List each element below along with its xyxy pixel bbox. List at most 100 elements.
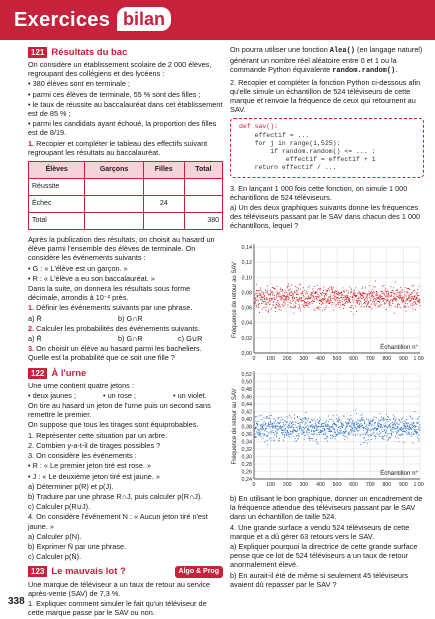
- data-point: [388, 294, 390, 296]
- sub-question: c) Calculer p(R∪J).: [28, 502, 91, 512]
- data-point: [414, 295, 416, 297]
- data-point: [327, 430, 329, 433]
- data-point: [307, 305, 309, 307]
- data-point: [348, 431, 350, 433]
- data-point: [320, 431, 322, 434]
- data-point: [389, 295, 391, 297]
- data-point: [261, 308, 264, 310]
- data-point: [391, 427, 393, 429]
- data-point: [305, 418, 308, 420]
- data-point: [405, 426, 407, 428]
- data-point: [357, 425, 359, 427]
- data-point: [384, 303, 386, 305]
- data-point: [352, 301, 354, 303]
- data-point: [329, 437, 331, 440]
- data-point: [390, 305, 392, 307]
- data-point: [358, 300, 360, 302]
- data-point: [280, 290, 282, 293]
- data-point: [405, 291, 407, 293]
- sub-question: c) G∪R: [178, 334, 203, 344]
- data-point: [262, 428, 264, 430]
- data-point: [253, 294, 255, 296]
- data-point: [415, 431, 418, 433]
- data-point: [385, 435, 387, 437]
- data-point: [292, 300, 294, 302]
- data-point: [418, 440, 420, 442]
- data-point: [397, 427, 399, 429]
- data-point: [298, 429, 301, 431]
- data-point: [363, 421, 365, 423]
- data-point: [386, 434, 388, 436]
- data-point: [284, 436, 286, 438]
- data-point: [294, 440, 296, 442]
- data-point: [399, 434, 401, 436]
- data-point: [261, 424, 263, 426]
- y-tick-label: 0,08: [242, 290, 253, 296]
- data-point: [282, 294, 284, 296]
- data-point: [410, 293, 412, 296]
- data-point: [414, 298, 416, 300]
- data-point: [412, 297, 414, 300]
- data-point: [267, 422, 269, 424]
- data-point: [375, 291, 378, 293]
- data-point: [256, 305, 258, 307]
- data-point: [332, 428, 334, 430]
- ex123-q3b: b) En utilisant le bon graphique, donner…: [230, 494, 423, 522]
- data-point: [394, 423, 396, 425]
- data-point: [303, 427, 305, 429]
- y-tick-label: 0,28: [242, 462, 253, 468]
- question-number: 3.: [28, 344, 35, 354]
- data-point: [289, 294, 291, 297]
- data-point: [285, 431, 287, 433]
- data-point: [390, 299, 392, 301]
- data-point: [321, 310, 323, 312]
- data-point: [387, 415, 389, 418]
- data-point: [265, 306, 267, 308]
- data-point: [358, 297, 360, 299]
- data-point: [360, 433, 362, 436]
- data-point: [350, 292, 352, 294]
- data-point: [285, 297, 287, 299]
- data-point: [324, 298, 326, 300]
- data-point: [324, 428, 326, 431]
- x-tick-label: 800: [382, 482, 391, 488]
- data-point: [409, 433, 411, 435]
- event-r: • R : « L'élève a eu son baccalauréat. »: [28, 273, 155, 283]
- data-point: [289, 434, 291, 436]
- data-point: [392, 425, 394, 427]
- data-point: [341, 432, 343, 434]
- data-point: [336, 291, 338, 293]
- y-tick-label: 0,48: [242, 387, 253, 393]
- data-point: [379, 294, 382, 296]
- data-point: [397, 304, 399, 306]
- data-point: [302, 287, 304, 289]
- exercise-title: Résultats du bac: [51, 46, 128, 58]
- data-point: [261, 299, 263, 301]
- data-point: [266, 297, 268, 299]
- data-point: [377, 424, 379, 426]
- data-point: [361, 293, 363, 295]
- data-point: [319, 289, 321, 291]
- data-point: [286, 433, 288, 435]
- data-point: [255, 420, 257, 422]
- data-point: [305, 412, 307, 414]
- data-point: [274, 439, 276, 441]
- data-point: [405, 428, 407, 430]
- data-point: [264, 289, 267, 291]
- data-point: [387, 296, 389, 298]
- data-point: [318, 420, 320, 422]
- data-point: [375, 417, 377, 419]
- ex123-q4a: a) Expliquer pourquoi la directrice de c…: [230, 542, 418, 570]
- data-point: [331, 297, 333, 299]
- data-point: [414, 411, 416, 413]
- data-point: [383, 439, 385, 441]
- data-point: [276, 428, 278, 430]
- data-point: [321, 293, 323, 295]
- data-point: [288, 285, 290, 287]
- data-point: [274, 434, 276, 436]
- data-point: [387, 290, 389, 293]
- data-point: [328, 300, 330, 302]
- data-point: [263, 292, 265, 294]
- data-point: [284, 303, 286, 305]
- data-point: [392, 295, 394, 297]
